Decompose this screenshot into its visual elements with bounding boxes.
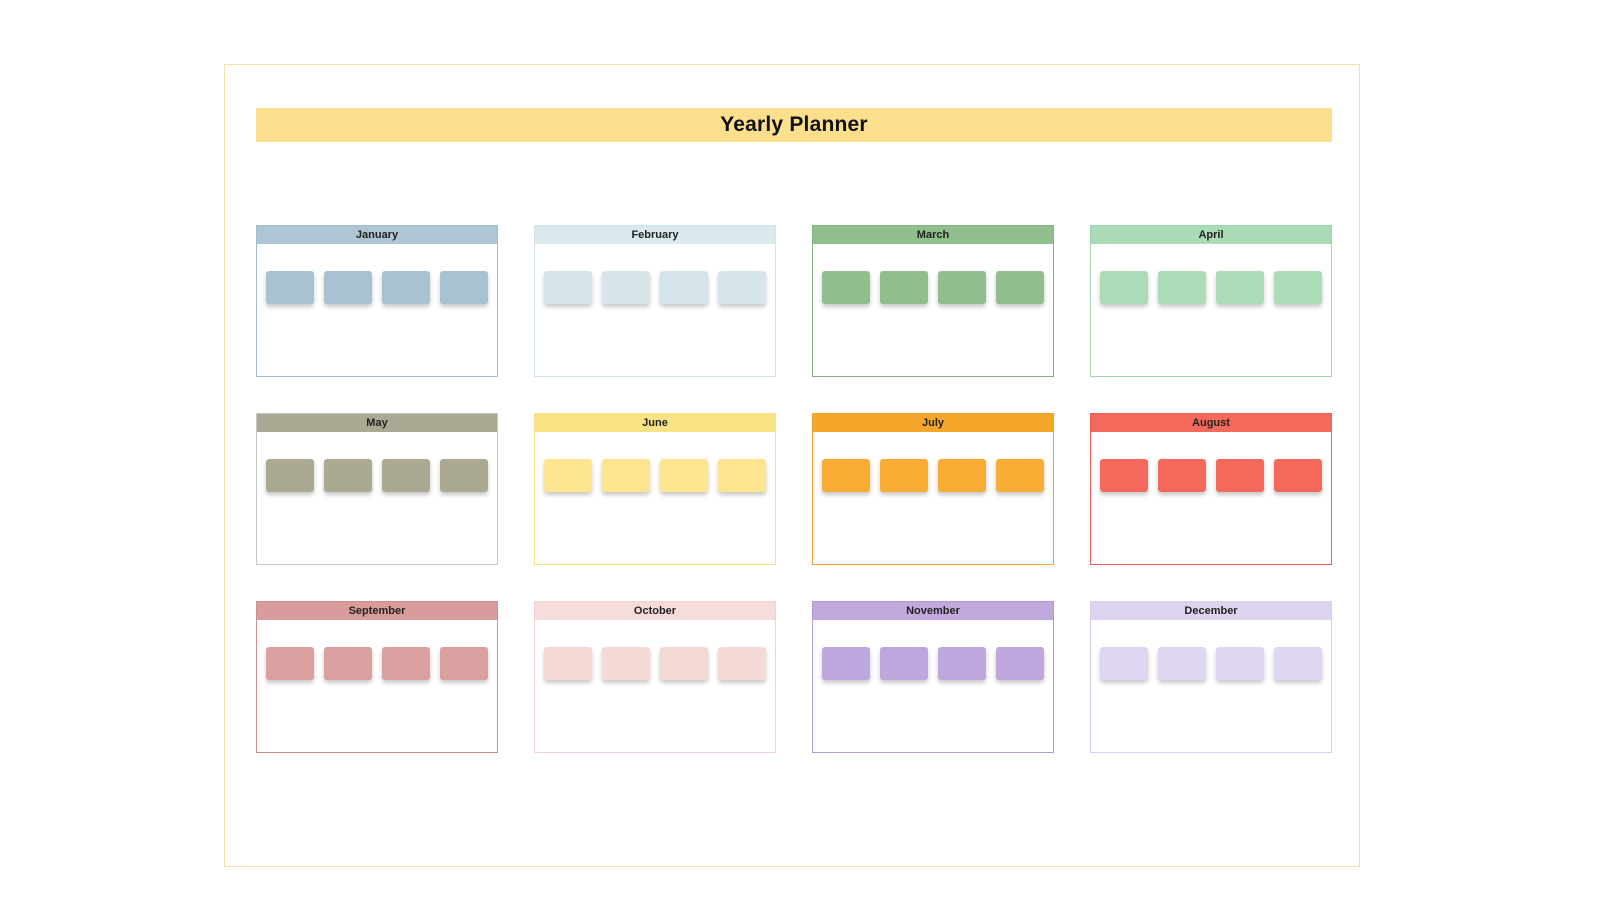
planner-block[interactable] [1216, 459, 1264, 492]
planner-block[interactable] [718, 459, 766, 492]
planner-block[interactable] [1100, 271, 1148, 304]
block-row [1100, 647, 1322, 680]
month-header-label: March [813, 226, 1053, 244]
planner-block[interactable] [324, 459, 372, 492]
planner-block[interactable] [440, 271, 488, 304]
block-row [266, 271, 488, 304]
month-header-label: April [1091, 226, 1331, 244]
block-row [544, 271, 766, 304]
planner-block[interactable] [822, 271, 870, 304]
planner-block[interactable] [324, 647, 372, 680]
planner-block[interactable] [996, 459, 1044, 492]
planner-block[interactable] [544, 271, 592, 304]
planner-block[interactable] [1274, 647, 1322, 680]
planner-block[interactable] [266, 647, 314, 680]
block-row [266, 647, 488, 680]
month-card-march[interactable]: March [812, 225, 1054, 377]
month-header-label: November [813, 602, 1053, 620]
month-header-label: October [535, 602, 775, 620]
planner-block[interactable] [660, 647, 708, 680]
planner-block[interactable] [1274, 271, 1322, 304]
month-card-october[interactable]: October [534, 601, 776, 753]
planner-block[interactable] [880, 647, 928, 680]
month-header-label: January [257, 226, 497, 244]
planner-block[interactable] [266, 271, 314, 304]
planner-block[interactable] [1100, 647, 1148, 680]
months-grid: January February March April May June July Augu… [256, 225, 1332, 753]
block-row [1100, 459, 1322, 492]
month-card-february[interactable]: February [534, 225, 776, 377]
planner-block[interactable] [544, 647, 592, 680]
month-header-label: July [813, 414, 1053, 432]
month-card-september[interactable]: September [256, 601, 498, 753]
planner-block[interactable] [1158, 459, 1206, 492]
planner-block[interactable] [602, 271, 650, 304]
planner-block[interactable] [382, 647, 430, 680]
month-header-label: August [1091, 414, 1331, 432]
planner-block[interactable] [324, 271, 372, 304]
month-card-may[interactable]: May [256, 413, 498, 565]
month-header-label: June [535, 414, 775, 432]
planner-block[interactable] [1216, 271, 1264, 304]
planner-block[interactable] [440, 459, 488, 492]
page-title: Yearly Planner [720, 113, 868, 136]
month-card-november[interactable]: November [812, 601, 1054, 753]
planner-block[interactable] [996, 271, 1044, 304]
planner-block[interactable] [266, 459, 314, 492]
planner-block[interactable] [880, 271, 928, 304]
planner-block[interactable] [718, 647, 766, 680]
planner-block[interactable] [880, 459, 928, 492]
planner-block[interactable] [1100, 459, 1148, 492]
block-row [822, 647, 1044, 680]
block-row [822, 271, 1044, 304]
block-row [544, 647, 766, 680]
planner-block[interactable] [602, 647, 650, 680]
planner-block[interactable] [660, 459, 708, 492]
planner-block[interactable] [996, 647, 1044, 680]
month-header-label: May [257, 414, 497, 432]
month-card-august[interactable]: August [1090, 413, 1332, 565]
planner-block[interactable] [938, 459, 986, 492]
planner-block[interactable] [440, 647, 488, 680]
block-row [822, 459, 1044, 492]
planner-block[interactable] [1274, 459, 1322, 492]
planner-block[interactable] [718, 271, 766, 304]
planner-block[interactable] [544, 459, 592, 492]
planner-block[interactable] [602, 459, 650, 492]
block-row [1100, 271, 1322, 304]
month-header-label: December [1091, 602, 1331, 620]
planner-block[interactable] [660, 271, 708, 304]
planner-block[interactable] [938, 647, 986, 680]
planner-block[interactable] [1158, 271, 1206, 304]
month-card-june[interactable]: June [534, 413, 776, 565]
planner-block[interactable] [1158, 647, 1206, 680]
planner-block[interactable] [822, 647, 870, 680]
planner-block[interactable] [938, 271, 986, 304]
month-card-april[interactable]: April [1090, 225, 1332, 377]
planner-block[interactable] [822, 459, 870, 492]
block-row [544, 459, 766, 492]
title-bar[interactable]: Yearly Planner [256, 108, 1332, 142]
planner-block[interactable] [382, 459, 430, 492]
month-card-july[interactable]: July [812, 413, 1054, 565]
block-row [266, 459, 488, 492]
month-card-january[interactable]: January [256, 225, 498, 377]
month-header-label: September [257, 602, 497, 620]
month-card-december[interactable]: December [1090, 601, 1332, 753]
month-header-label: February [535, 226, 775, 244]
planner-block[interactable] [382, 271, 430, 304]
planner-block[interactable] [1216, 647, 1264, 680]
